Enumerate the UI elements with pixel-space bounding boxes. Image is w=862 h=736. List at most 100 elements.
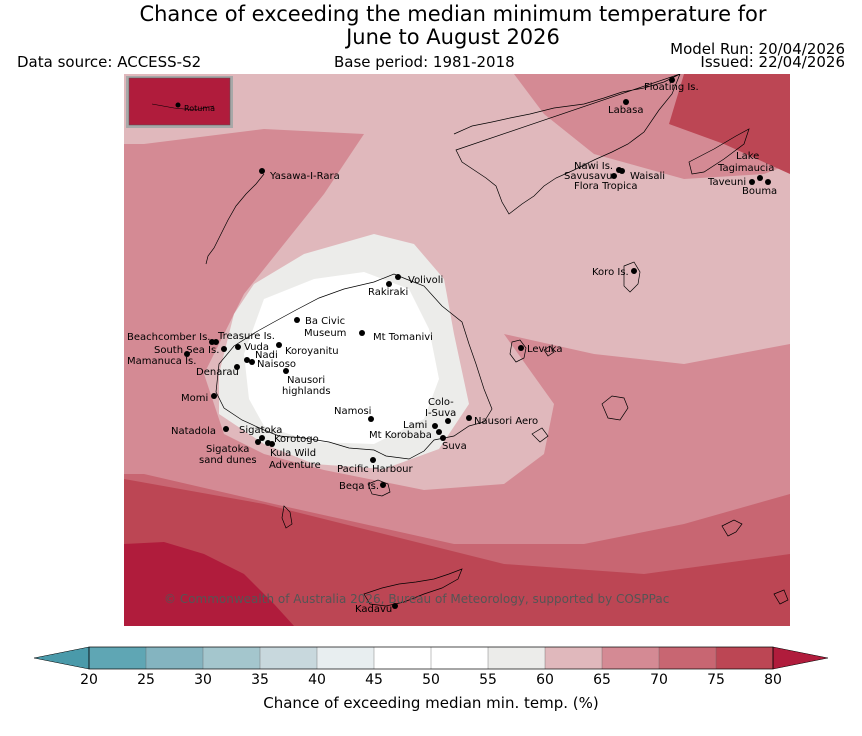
label-koroyanitu: Koroyanitu [285, 346, 339, 357]
label-flora: Flora Tropica [574, 181, 637, 192]
label-korotogo: Korotogo [274, 434, 319, 445]
marker-nadi [244, 357, 250, 363]
model-run: Model Run: 20/04/2026 [670, 40, 845, 58]
colorbar-low-extend [33, 646, 90, 670]
label-lake: Lake [736, 151, 759, 162]
marker-mamanuca [184, 351, 190, 357]
colorbar-cell [545, 647, 603, 669]
place-labels: Floating Is. Labasa Yasawa-I-Rara Nawi I… [127, 82, 777, 615]
ovalau-coast [509, 339, 527, 363]
label-beqa: Beqa Is. [339, 481, 379, 492]
label-beachcomber: Beachcomber Is. [127, 332, 210, 343]
label-bouma: Bouma [742, 186, 777, 197]
label-taveuni: Taveuni [707, 177, 746, 188]
label-tomanivi: Mt Tomanivi [373, 332, 433, 343]
marker-naisoso [249, 359, 255, 365]
colorbar-tick-label: 60 [536, 672, 554, 688]
marker-vuda [235, 344, 241, 350]
label-momi: Momi [181, 393, 208, 404]
lau-coast [773, 589, 789, 605]
label-treasure: Treasure Is. [217, 331, 275, 342]
label-sand-dunes: sand dunes [199, 455, 257, 466]
marker-flora [611, 173, 617, 179]
marker-ba [294, 317, 300, 323]
colorbar-tick-label: 20 [80, 672, 98, 688]
colorbar-cell [146, 647, 204, 669]
colorbar-tick-label: 55 [479, 672, 497, 688]
colorbar-outline [88, 646, 774, 670]
marker-southsea [221, 346, 227, 352]
colorbar-tick-label: 25 [137, 672, 155, 688]
marker-beqa [380, 482, 386, 488]
marker-natadola [223, 426, 229, 432]
map-title-line1: Chance of exceeding the median minimum t… [139, 2, 767, 26]
label-koro: Koro Is. [592, 267, 629, 278]
label-naisoso: Naisoso [257, 359, 296, 370]
colorbar-label: Chance of exceeding median min. temp. (%… [263, 694, 599, 712]
vanua-levu-coast [453, 74, 681, 215]
marker-nausori-hl [283, 368, 289, 374]
label-kula: Kula Wild [270, 448, 316, 459]
label-nawi: Nawi Is. [574, 161, 613, 172]
colorbar-cell [203, 647, 261, 669]
rotuma-inset: Rotuma [126, 76, 233, 128]
band-50-55 [244, 272, 439, 444]
label-kadavu: Kadavu [355, 604, 392, 615]
label-pacific-harbour: Pacific Harbour [337, 464, 414, 475]
colorbar-cell [716, 647, 774, 669]
colorbar-tick-label: 45 [365, 672, 383, 688]
label-waisali: Waisali [630, 171, 665, 182]
copyright-notice: © Commonwealth of Australia 2026, Bureau… [164, 592, 669, 606]
marker-yasawa [259, 168, 265, 174]
viti-levu-coast [215, 273, 493, 460]
marker-tomanivi [359, 330, 365, 336]
colorbar-tick-label: 75 [707, 672, 725, 688]
label-suva: Suva [442, 441, 467, 452]
colorbar-tick-label: 40 [308, 672, 326, 688]
marker-tagimaucia [757, 175, 763, 181]
label-tagimaucia: Tagimaucia [717, 163, 774, 174]
gau-coast [531, 427, 549, 443]
colorbar-cell [374, 647, 432, 669]
marker-mtkorobaba [436, 429, 442, 435]
label-isuva: I-Suva [425, 408, 456, 419]
colorbar-high-extend [772, 646, 829, 670]
label-colo: Colo- [428, 397, 454, 408]
label-yasawa: Yasawa-I-Rara [269, 171, 340, 182]
marker-rakiraki [386, 281, 392, 287]
label-sigatoka: Sigatoka [239, 425, 282, 436]
label-ba-civic: Ba Civic [305, 316, 345, 327]
colorbar [33, 646, 829, 670]
map-title-line2: June to August 2026 [346, 25, 560, 49]
colorbar-tick-label: 30 [194, 672, 212, 688]
colorbar-cell [659, 647, 717, 669]
marker-taveuni [749, 179, 755, 185]
marker-floating-is [669, 77, 675, 83]
colorbar-cells [89, 647, 774, 669]
band-75-80-ne [669, 74, 790, 174]
colorbar-cell [260, 647, 318, 669]
label-floating-is: Floating Is. [644, 82, 699, 93]
label-mtkorobaba: Mt Korobaba [369, 430, 432, 441]
coastlines [205, 74, 789, 607]
marker-pacific-harbour [370, 457, 376, 463]
colorbar-cell [89, 647, 147, 669]
marker-labasa [623, 99, 629, 105]
colorbar-tick-label: 80 [764, 672, 782, 688]
issued-date: Issued: 22/04/2026 [700, 53, 845, 71]
colorbar-cell [317, 647, 375, 669]
colorbar-tick-label: 65 [593, 672, 611, 688]
label-nausori-aero: Nausori Aero [474, 416, 538, 427]
band-gt80 [124, 542, 294, 626]
marker-momi [211, 393, 217, 399]
taveuni-coast [688, 128, 750, 175]
beqa-coast [367, 479, 391, 497]
label-southsea: South Sea Is. [154, 345, 219, 356]
marker-colo [445, 418, 451, 424]
ono-coast [721, 519, 743, 537]
label-mamanuca: Mamanuca Is. [127, 356, 196, 367]
label-adventure: Adventure [269, 460, 321, 471]
colorbar-tick-label: 70 [650, 672, 668, 688]
label-highlands: highlands [282, 386, 331, 397]
label-levuka: Levuka [527, 344, 563, 355]
